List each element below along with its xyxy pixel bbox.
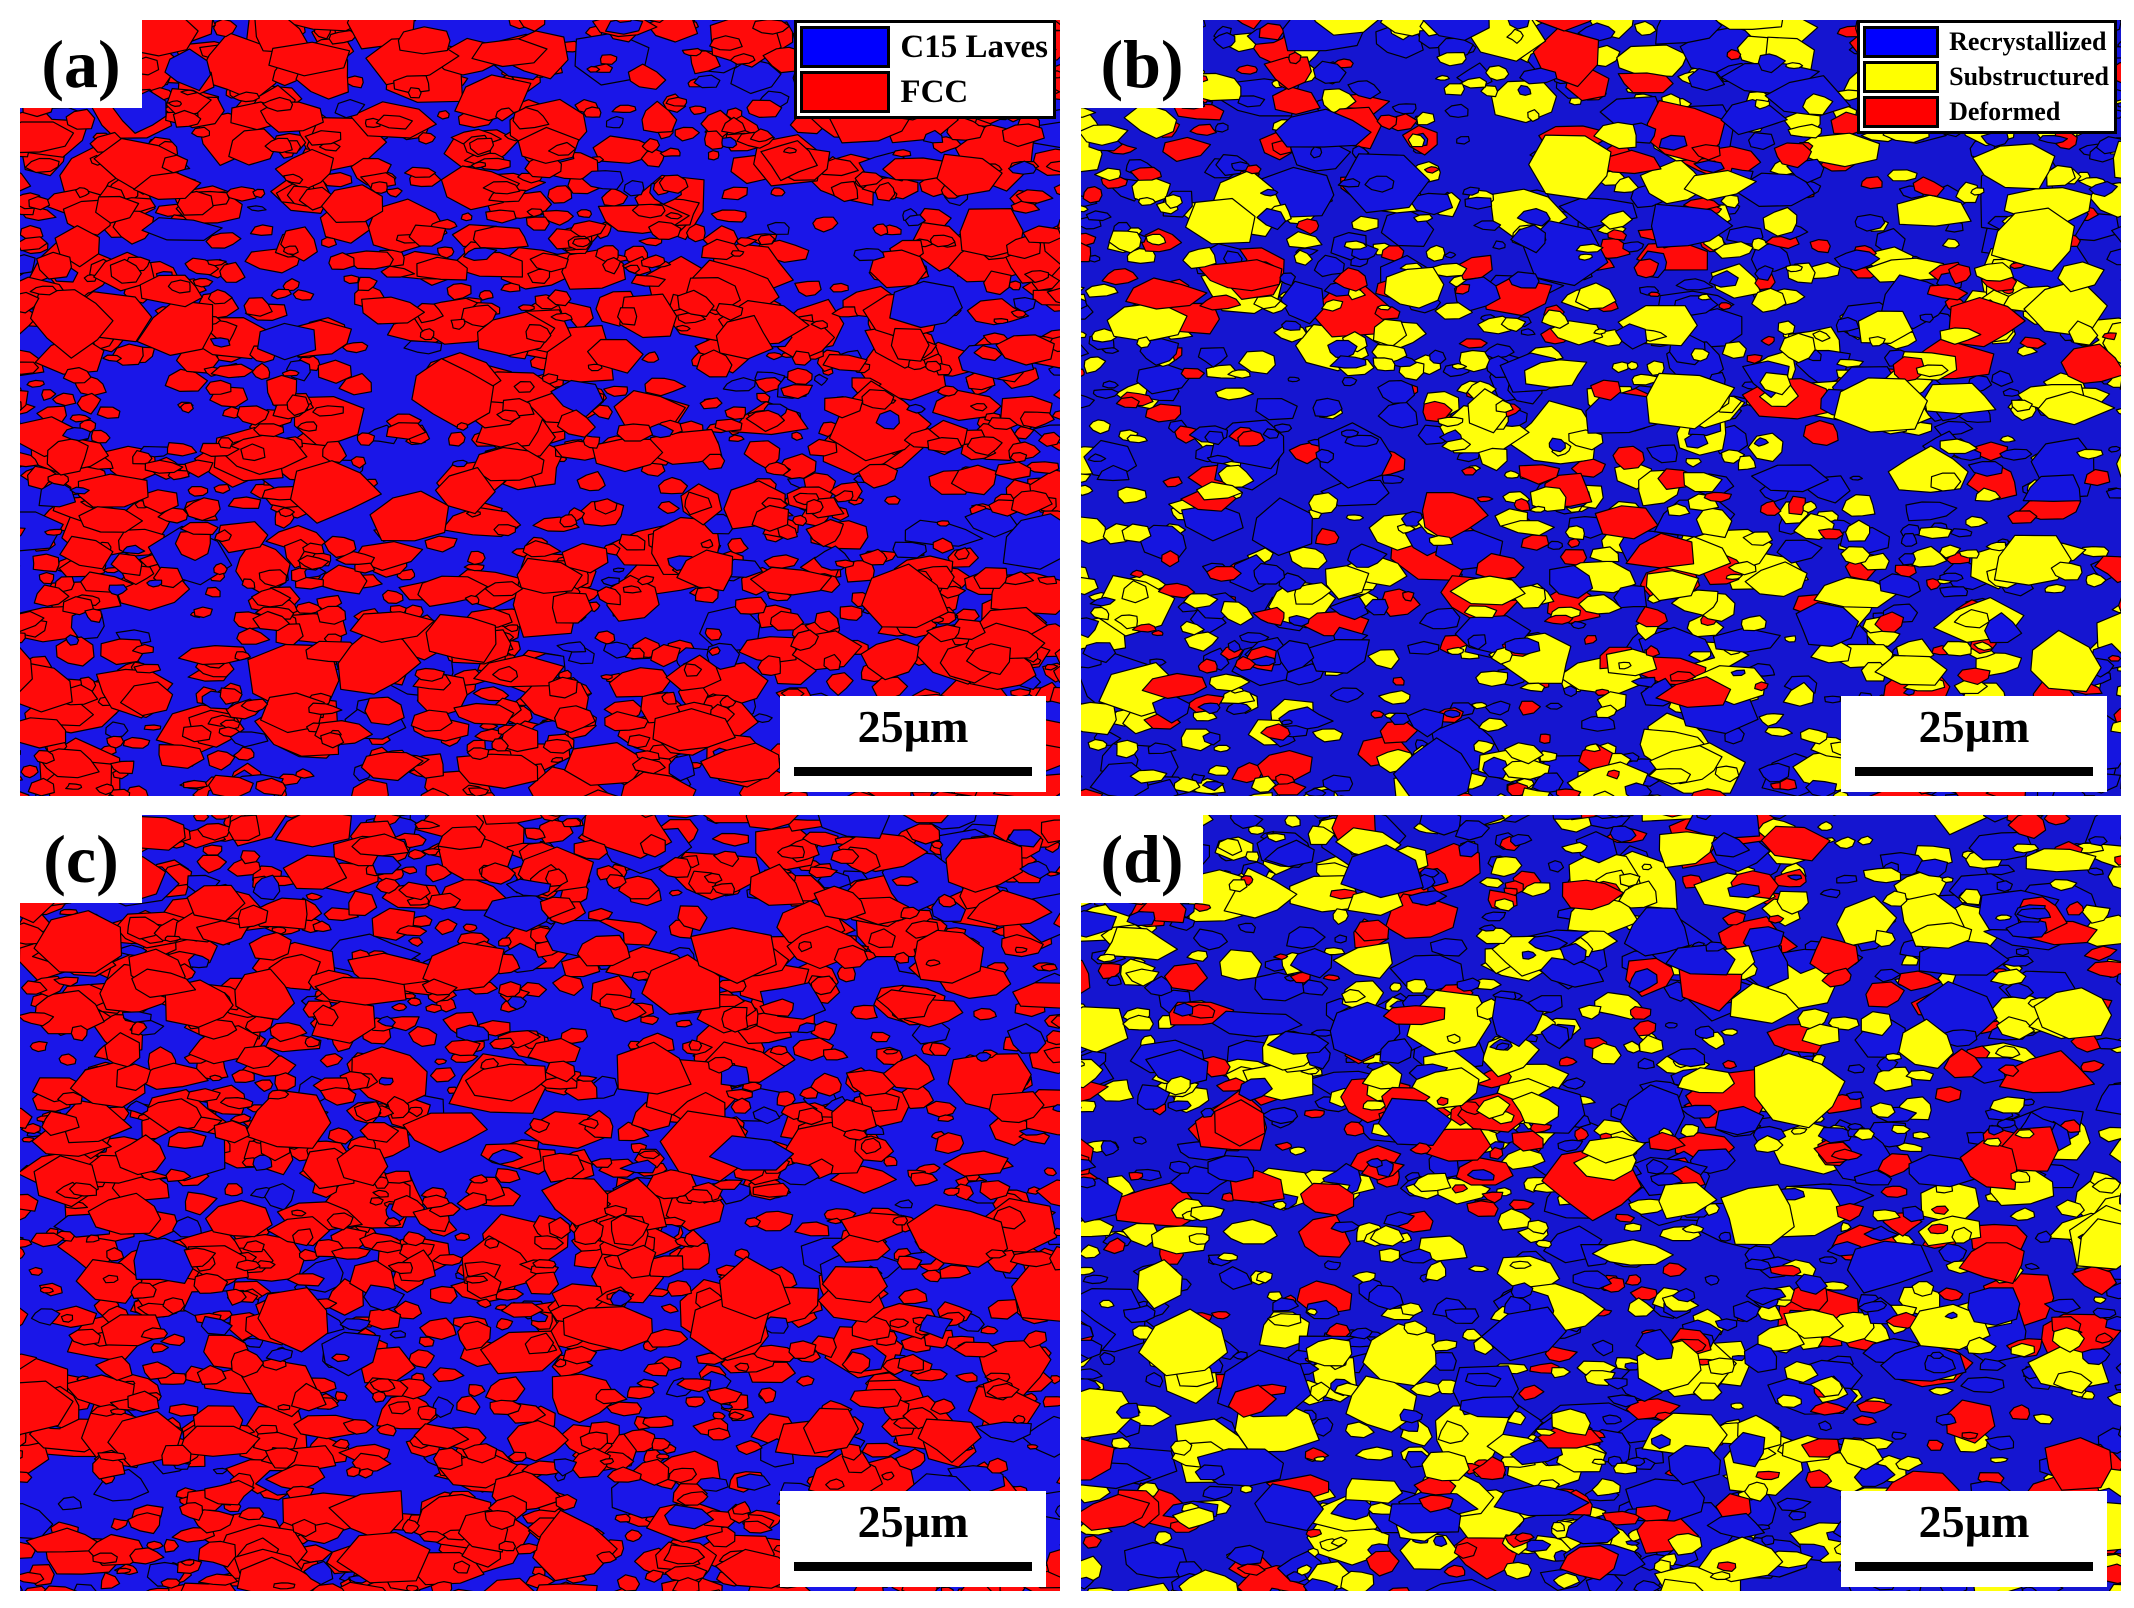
legend-item-fcc: FCC [800, 71, 1048, 113]
legend: Recrystallized Substructured Deformed [1857, 20, 2117, 134]
panel-label: (d) [1081, 815, 1203, 903]
legend-swatch [800, 26, 891, 68]
legend-label: Substructured [1949, 62, 2109, 91]
scale-bar: 25µm [1841, 1491, 2107, 1587]
legend-swatch [1863, 26, 1940, 58]
scale-bar-label: 25µm [1918, 1496, 2030, 1547]
recrystallization-map-image [1081, 815, 2121, 1591]
legend-swatch [1863, 61, 1940, 93]
scale-bar: 25µm [780, 1491, 1046, 1587]
legend-item-substructured: Substructured [1863, 61, 2109, 93]
recrystallization-map-image [1081, 20, 2121, 796]
scale-bar-label: 25µm [857, 701, 969, 752]
phase-map-image [20, 815, 1060, 1591]
panel-d-recrystallization-map: (d) 25µm [1081, 815, 2121, 1591]
phase-map-image [20, 20, 1060, 796]
legend-label: Recrystallized [1949, 27, 2107, 56]
panel-b-recrystallization-map: (b) Recrystallized Substructured Deforme… [1081, 20, 2121, 796]
panel-label: (a) [20, 20, 142, 108]
panel-label: (b) [1081, 20, 1203, 108]
scale-bar-line [794, 767, 1032, 776]
legend-label: Deformed [1949, 97, 2061, 126]
legend-swatch [1863, 96, 1940, 128]
legend-item-c15-laves: C15 Laves [800, 26, 1048, 68]
legend: C15 Laves FCC [794, 20, 1056, 119]
scale-bar-line [1855, 767, 2093, 776]
legend-label: C15 Laves [900, 28, 1048, 65]
legend-label: FCC [900, 73, 969, 110]
legend-swatch [800, 71, 891, 113]
scale-bar-label: 25µm [1918, 701, 2030, 752]
scale-bar-label: 25µm [857, 1496, 969, 1547]
scale-bar: 25µm [780, 696, 1046, 792]
scale-bar-line [794, 1562, 1032, 1571]
legend-item-deformed: Deformed [1863, 96, 2109, 128]
panel-a-phase-map: (a) C15 Laves FCC 25µm [20, 20, 1060, 796]
scale-bar-line [1855, 1562, 2093, 1571]
scale-bar: 25µm [1841, 696, 2107, 792]
legend-item-recrystallized: Recrystallized [1863, 26, 2109, 58]
panel-c-phase-map: (c) 25µm [20, 815, 1060, 1591]
panel-label: (c) [20, 815, 142, 903]
